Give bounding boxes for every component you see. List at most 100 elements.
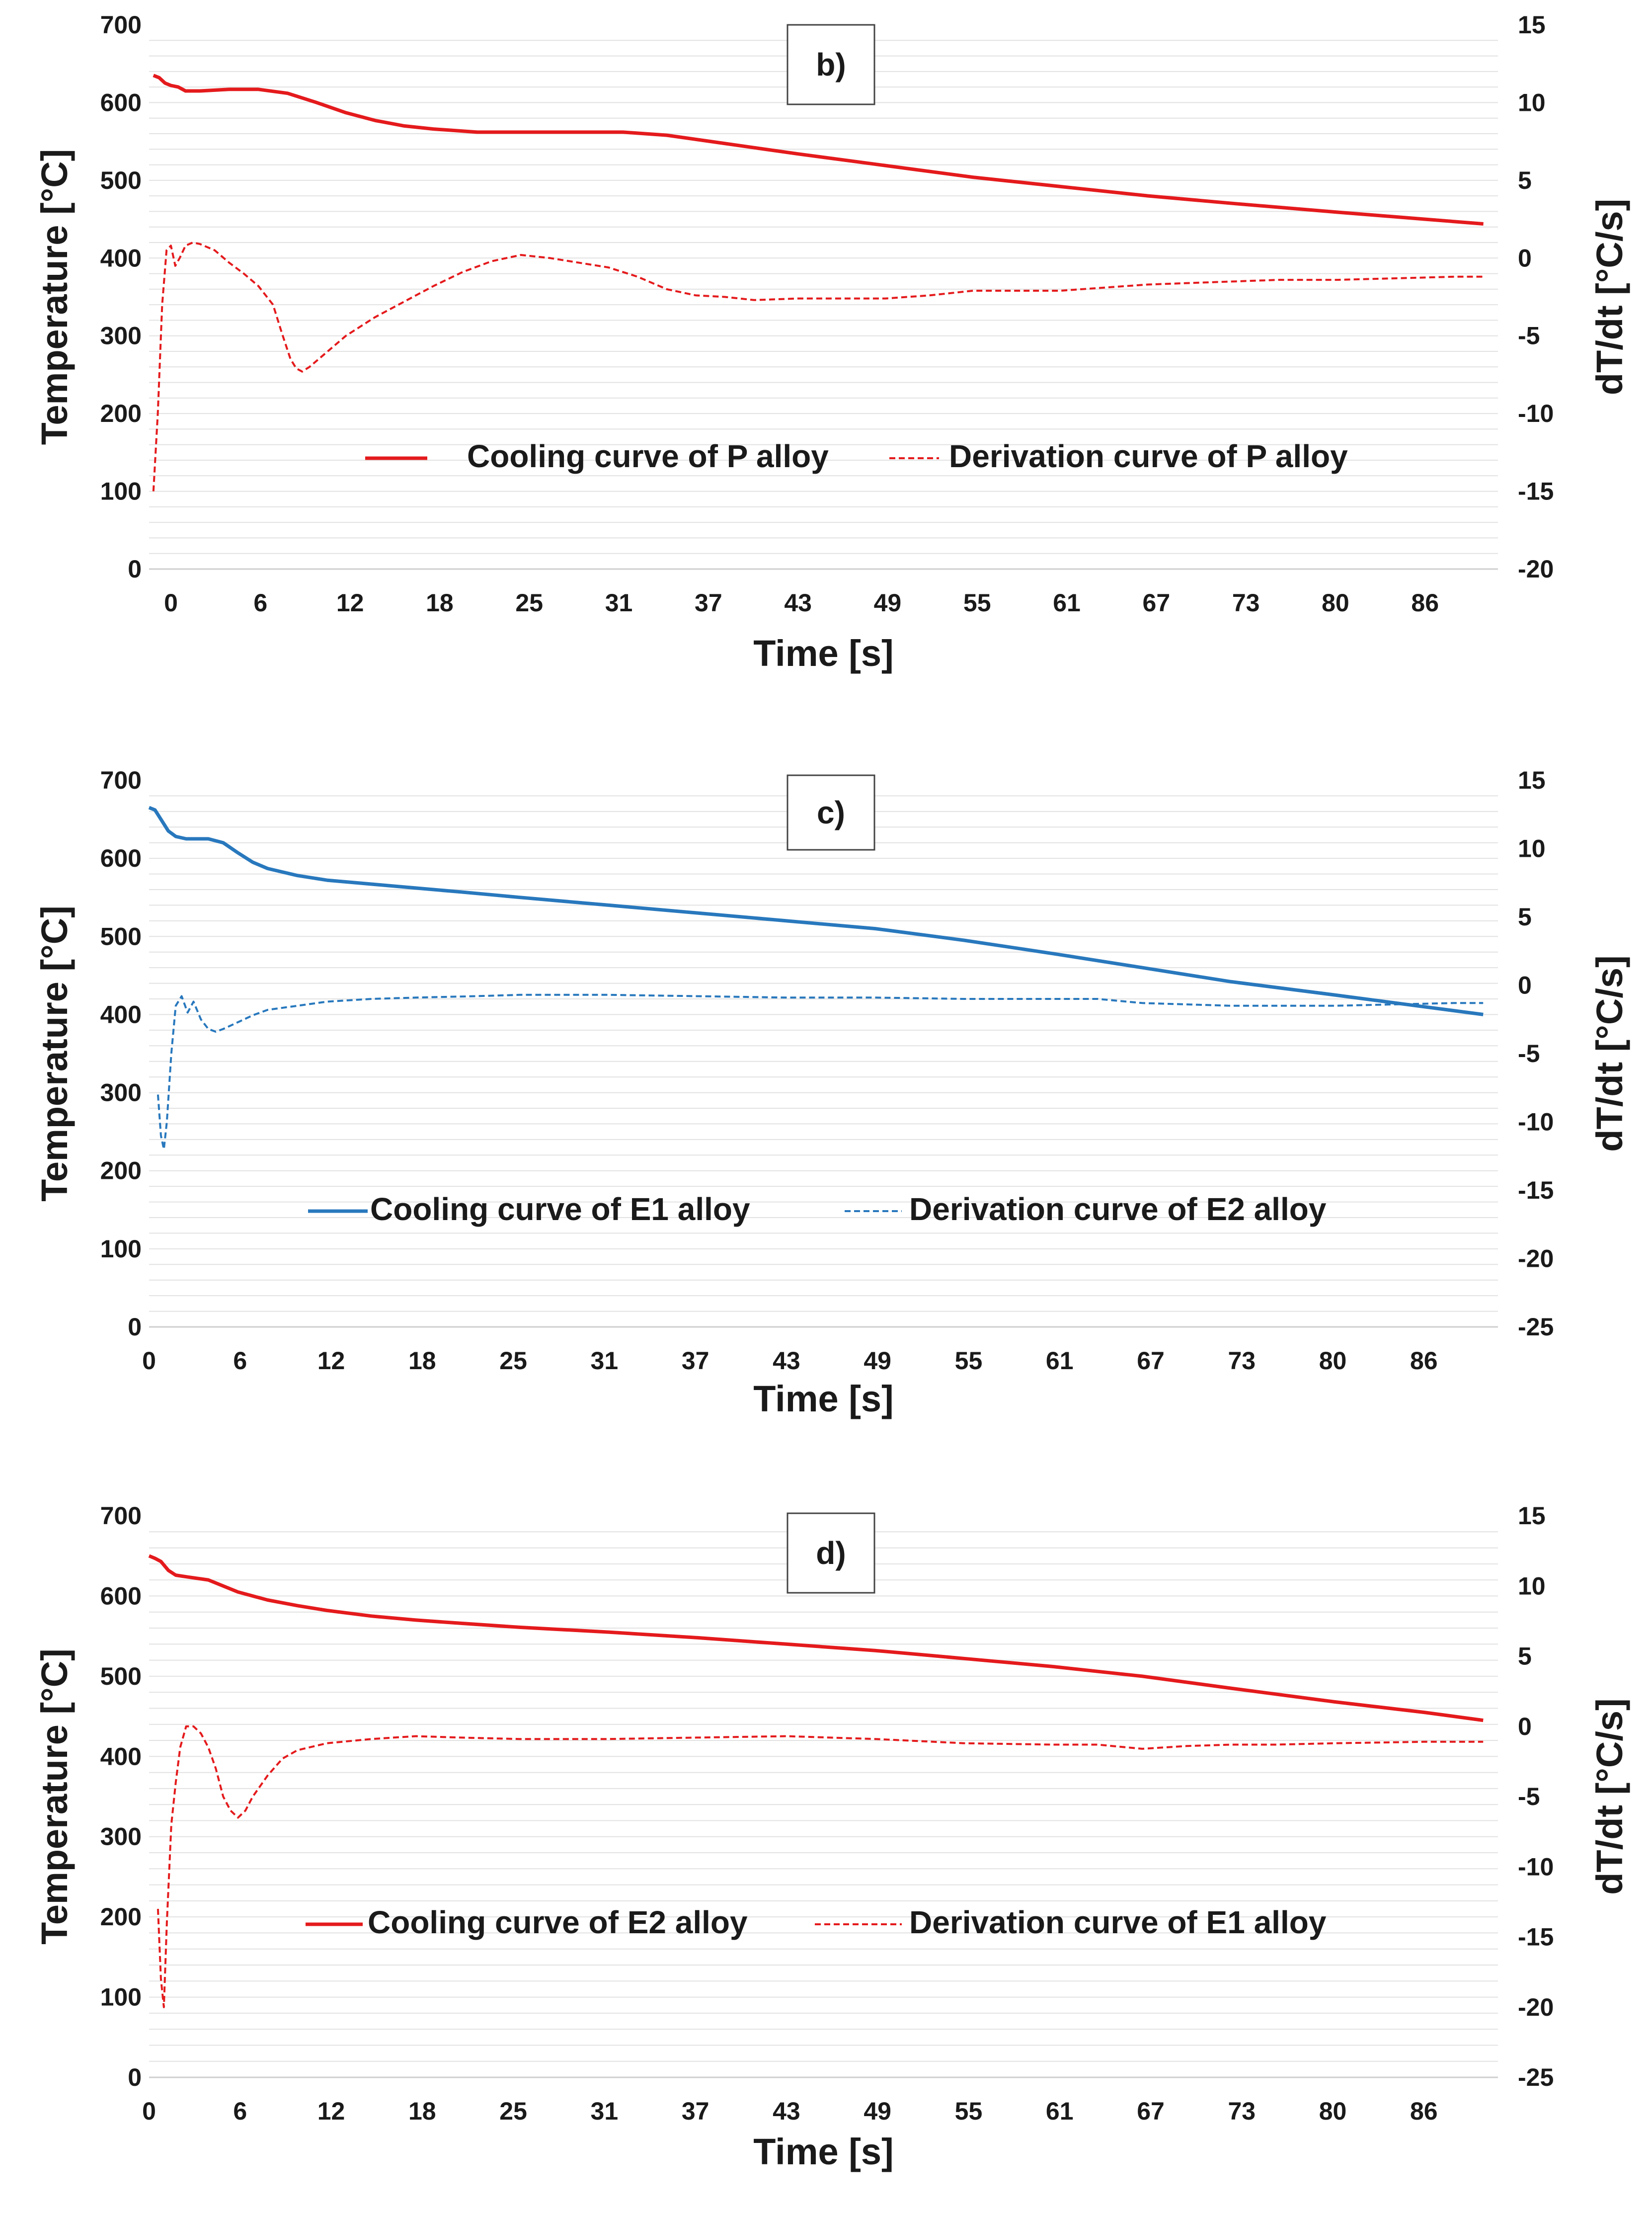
y-tick-label: 300 xyxy=(100,1823,142,1851)
y2-tick-label: -5 xyxy=(1518,1783,1540,1810)
y-tick-label: 0 xyxy=(128,2063,142,2091)
y-tick-label: 300 xyxy=(100,1079,142,1107)
y-tick-label: 600 xyxy=(100,1582,142,1610)
y2-tick-label: -20 xyxy=(1518,555,1554,583)
x-axis-title: Time [s] xyxy=(753,633,893,674)
x-tick-label: 12 xyxy=(317,1347,345,1375)
x-axis-title: Time [s] xyxy=(753,2131,893,2172)
y2-tick-label: 15 xyxy=(1518,11,1546,39)
legend: Cooling curve of P alloy Derivation curve… xyxy=(365,438,1348,474)
y-tick-label: 100 xyxy=(100,1235,142,1263)
y-tick-label: 700 xyxy=(100,766,142,794)
y-tick-label: 600 xyxy=(100,88,142,116)
legend-label: Derivation curve of P alloy xyxy=(949,438,1348,474)
x-tick-label: 73 xyxy=(1228,1347,1256,1375)
x-tick-label: 37 xyxy=(682,1347,709,1375)
x-tick-label: 31 xyxy=(605,589,633,617)
panel-label: b) xyxy=(816,47,846,82)
x-tick-label: 37 xyxy=(682,2097,709,2125)
x-tick-label: 0 xyxy=(142,1347,156,1375)
y2-tick-label: -25 xyxy=(1518,1313,1554,1341)
x-tick-label: 61 xyxy=(1046,2097,1074,2125)
x-tick-label: 86 xyxy=(1411,589,1439,617)
y-axis-title: Temperature [°C] xyxy=(34,905,75,1202)
panel-label-box xyxy=(787,1512,875,1594)
legend: Cooling curve of E2 alloy Derivation curv… xyxy=(306,1904,1327,1940)
y2-tick-label: 5 xyxy=(1518,903,1532,931)
x-tick-label: 25 xyxy=(515,589,543,617)
x-tick-label: 25 xyxy=(499,1347,527,1375)
x-tick-label: 55 xyxy=(963,589,991,617)
x-tick-label: 49 xyxy=(864,1347,891,1375)
y2-tick-label: -10 xyxy=(1518,1108,1554,1136)
y-tick-label: 700 xyxy=(100,11,142,39)
x-tick-label: 55 xyxy=(955,1347,983,1375)
x-tick-label: 80 xyxy=(1319,1347,1347,1375)
x-tick-label: 49 xyxy=(874,589,902,617)
y-axis-title: Temperature [°C] xyxy=(34,1648,75,1945)
y-tick-label: 600 xyxy=(100,844,142,872)
x-tick-label: 25 xyxy=(499,2097,527,2125)
x-tick-label: 61 xyxy=(1046,1347,1074,1375)
legend: Cooling curve of E1 alloy Derivation curv… xyxy=(308,1191,1327,1227)
y2-tick-label: -5 xyxy=(1518,1040,1540,1067)
y2-tick-label: 5 xyxy=(1518,1642,1532,1670)
x-tick-label: 6 xyxy=(233,2097,247,2125)
y-tick-label: 700 xyxy=(100,1502,142,1530)
derivation-curve-line xyxy=(157,993,1484,1150)
cooling-curve-line xyxy=(153,74,1484,226)
x-tick-label: 12 xyxy=(336,589,364,617)
x-tick-label: 61 xyxy=(1053,589,1081,617)
y-axis-title: Temperature [°C] xyxy=(34,149,75,445)
legend-label: Cooling curve of E1 alloy xyxy=(370,1191,750,1227)
x-tick-label: 12 xyxy=(317,2097,345,2125)
y-tick-label: 0 xyxy=(128,1313,142,1341)
y-tick-label: 200 xyxy=(100,400,142,427)
x-tick-label: 49 xyxy=(864,2097,891,2125)
x-tick-label: 80 xyxy=(1322,589,1349,617)
y2-tick-label: 0 xyxy=(1518,244,1532,272)
gridlines xyxy=(149,795,1498,1312)
x-tick-label: 67 xyxy=(1137,1347,1165,1375)
derivation-curve-line xyxy=(152,242,1484,492)
y2-axis-title: dT/dt [°C/s] xyxy=(1589,955,1630,1151)
x-tick-label: 0 xyxy=(164,589,178,617)
gridlines xyxy=(149,1531,1498,2062)
y2-tick-label: -5 xyxy=(1518,322,1540,350)
y2-axis-title: dT/dt [°C/s] xyxy=(1589,1698,1630,1894)
y2-tick-label: 10 xyxy=(1518,1572,1546,1600)
y-tick-label: 400 xyxy=(100,1742,142,1770)
panel-label: d) xyxy=(816,1535,846,1571)
x-tick-label: 18 xyxy=(408,1347,436,1375)
y2-axis-title: dT/dt [°C/s] xyxy=(1589,199,1630,395)
panel-label-box xyxy=(787,774,875,851)
x-tick-label: 6 xyxy=(253,589,267,617)
x-tick-label: 31 xyxy=(591,2097,619,2125)
x-tick-label: 73 xyxy=(1232,589,1260,617)
legend-label: Derivation curve of E2 alloy xyxy=(909,1191,1327,1227)
y2-tick-label: -15 xyxy=(1518,1176,1554,1204)
x-tick-label: 0 xyxy=(142,2097,156,2125)
legend-label: Derivation curve of E1 alloy xyxy=(909,1904,1327,1940)
x-tick-label: 37 xyxy=(695,589,722,617)
chart-panel-3: 0100200300400500600700-25-20-15-10-50510… xyxy=(34,1502,1630,2172)
y-tick-label: 200 xyxy=(100,1903,142,1931)
y2-tick-label: -15 xyxy=(1518,478,1554,505)
y2-tick-label: 0 xyxy=(1518,1713,1532,1740)
y-tick-label: 400 xyxy=(100,244,142,272)
x-tick-label: 86 xyxy=(1410,1347,1438,1375)
y-tick-label: 100 xyxy=(100,1983,142,2011)
y2-tick-label: -10 xyxy=(1518,1853,1554,1881)
y2-tick-label: -10 xyxy=(1518,400,1554,427)
x-tick-label: 18 xyxy=(408,2097,436,2125)
x-tick-label: 86 xyxy=(1410,2097,1438,2125)
legend-label: Cooling curve of P alloy xyxy=(467,438,829,474)
y2-tick-label: -15 xyxy=(1518,1923,1554,1951)
y2-tick-label: 10 xyxy=(1518,835,1546,863)
x-tick-label: 31 xyxy=(591,1347,619,1375)
y-tick-label: 200 xyxy=(100,1157,142,1185)
x-tick-label: 6 xyxy=(233,1347,247,1375)
x-tick-label: 67 xyxy=(1143,589,1171,617)
cooling-curve-line xyxy=(148,806,1484,1016)
